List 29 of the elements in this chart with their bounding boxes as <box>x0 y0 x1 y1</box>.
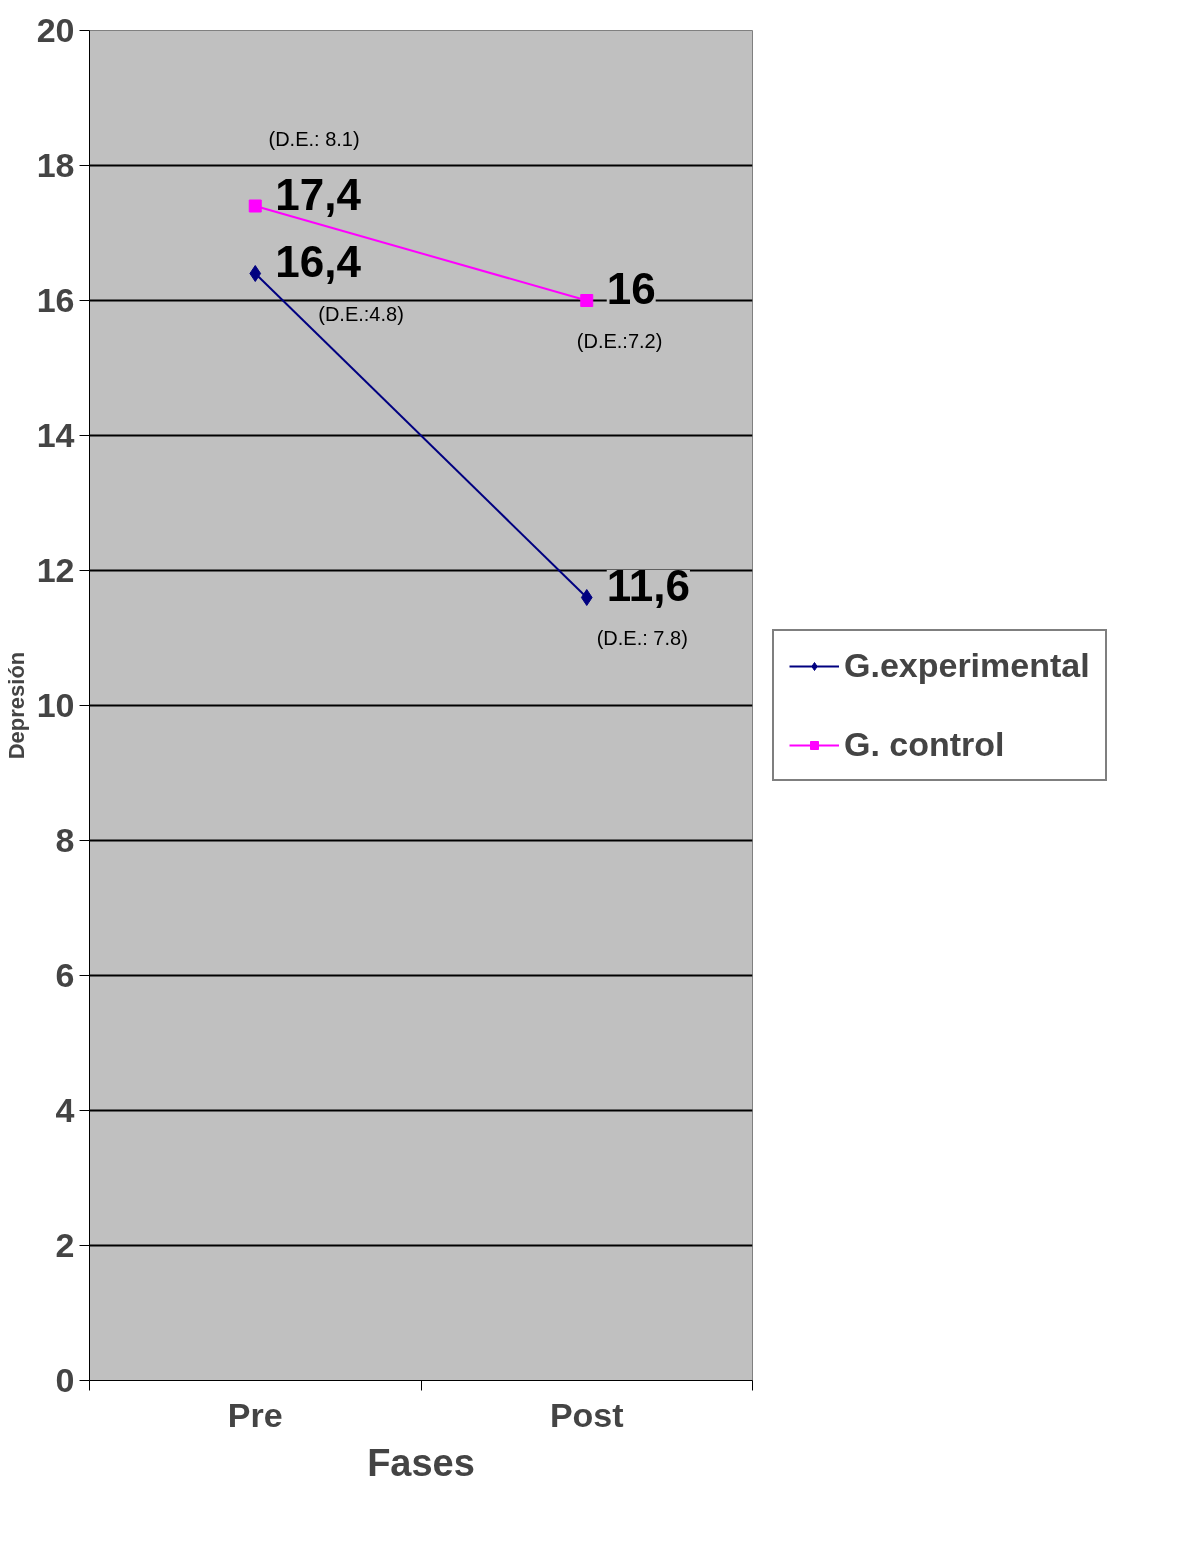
annotation: (D.E.:7.2) <box>576 330 663 352</box>
point <box>249 265 262 282</box>
annotation: (D.E.: 7.8) <box>596 627 688 649</box>
y-axis-title: Depresión <box>3 651 29 760</box>
x-axis-title: Fases <box>367 1441 475 1484</box>
data-label: 16,4 <box>275 237 362 286</box>
point <box>580 294 594 307</box>
legend-label: G. control <box>844 725 1005 764</box>
y-tick-label: 12 <box>36 551 75 589</box>
y-tick-label: 14 <box>36 416 75 454</box>
data-label: 11,6 <box>606 561 690 610</box>
annotation: (D.E.: 8.1) <box>268 127 360 150</box>
data-label: 17,4 <box>275 169 362 219</box>
point <box>248 199 262 213</box>
x-tick-label: Post <box>549 1395 624 1434</box>
y-tick-label: 8 <box>55 821 75 859</box>
legend-label: G.experimental <box>844 646 1090 685</box>
y-tick-label: 4 <box>55 1091 75 1129</box>
point <box>580 589 593 606</box>
y-tick-label: 20 <box>36 11 75 49</box>
y-tick-label: 2 <box>55 1226 75 1264</box>
y-tick-label: 10 <box>36 686 75 724</box>
y-tick-label: 0 <box>55 1361 75 1399</box>
data-label: 16 <box>606 264 656 313</box>
y-tick-label: 6 <box>55 956 75 994</box>
annotation: (D.E.:4.8) <box>318 303 404 325</box>
x-tick-label: Pre <box>227 1395 283 1434</box>
y-tick-label: 18 <box>36 146 75 184</box>
y-tick-label: 16 <box>36 281 75 319</box>
